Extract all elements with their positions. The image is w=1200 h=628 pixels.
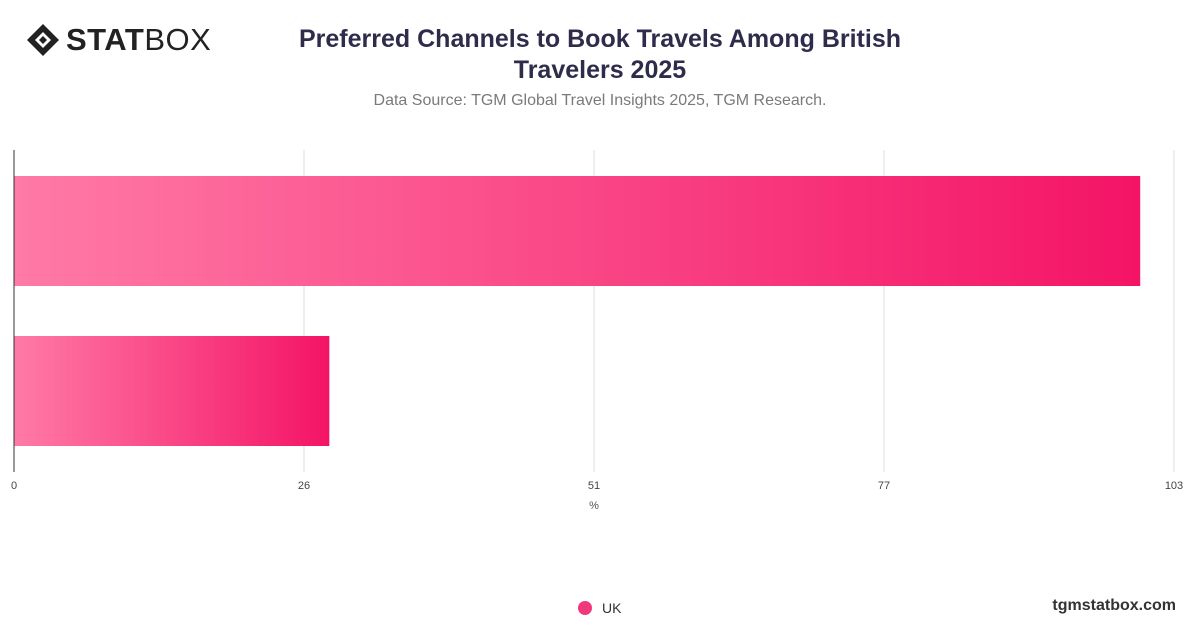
tick-labels: 0 26 51 77 103% bbox=[11, 480, 1183, 512]
legend-swatch-uk bbox=[578, 601, 592, 615]
logo-wordmark-light: BOX bbox=[144, 22, 212, 57]
chart-subtitle: Data Source: TGM Global Travel Insights … bbox=[373, 92, 827, 109]
logo-wordmark: STATBOX bbox=[66, 22, 211, 58]
bar-uk-2[interactable] bbox=[14, 336, 330, 446]
bars bbox=[14, 176, 1141, 446]
chart-title: Preferred Channels to Book Travels Among… bbox=[299, 25, 901, 84]
x-axis-title: % bbox=[589, 500, 599, 512]
statbox-logo: STATBOX bbox=[26, 22, 211, 58]
legend-label-uk: UK bbox=[602, 600, 622, 616]
legend[interactable]: UK bbox=[578, 600, 621, 616]
statbox-diamond-icon bbox=[27, 24, 59, 56]
x-tick-label-77: 77 bbox=[878, 480, 890, 492]
x-tick-label-0: 0 bbox=[11, 480, 17, 492]
bar-uk-1[interactable] bbox=[14, 176, 1141, 286]
x-tick-label-26: 26 bbox=[298, 480, 310, 492]
x-tick-label-51: 51 bbox=[588, 480, 600, 492]
x-tick-label-103: 103 bbox=[1165, 480, 1183, 492]
bar-chart: 0 26 51 77 103% bbox=[11, 150, 1183, 512]
logo-wordmark-bold: STAT bbox=[66, 22, 145, 57]
site-url[interactable]: tgmstatbox.com bbox=[1052, 597, 1176, 614]
